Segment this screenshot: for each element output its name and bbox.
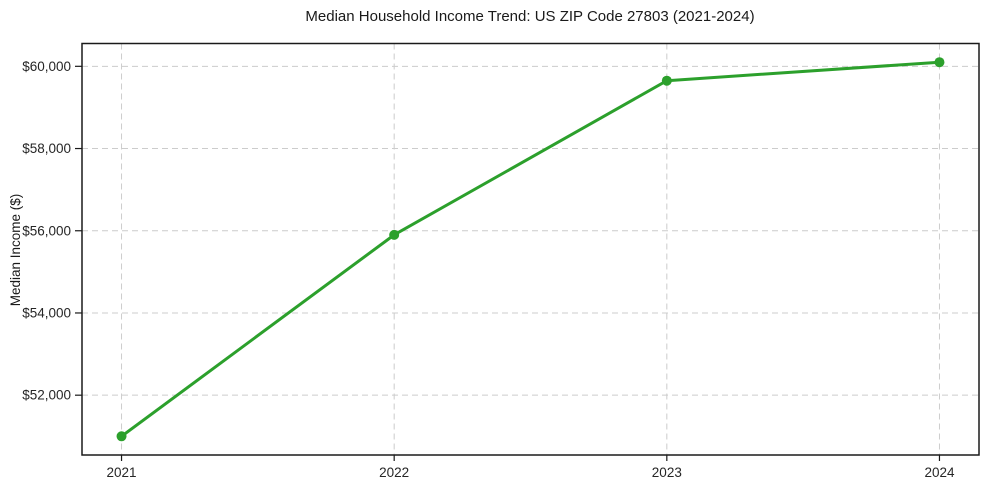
data-point-marker	[389, 229, 400, 240]
trend-line	[120, 60, 941, 438]
tick-layer: $52,000 $54,000 $56,000 $58,000 $60,000 2021 2…	[22, 59, 955, 480]
y-axis-label: Median Income ($)	[8, 194, 23, 307]
data-point-marker	[934, 57, 945, 68]
y-tick-label: $60,000	[22, 59, 71, 74]
data-point-marker	[116, 431, 127, 442]
data-point-marker	[661, 75, 672, 86]
y-tick-label: $52,000	[22, 388, 71, 403]
y-tick-label: $54,000	[22, 305, 71, 320]
grid-layer	[82, 43, 979, 455]
x-tick-label: 2022	[379, 465, 409, 480]
x-tick-label: 2024	[924, 465, 955, 480]
plot-frame	[81, 42, 980, 456]
series-layer	[116, 57, 945, 442]
y-tick-label: $58,000	[22, 141, 71, 156]
chart-title: Median Household Income Trend: US ZIP Co…	[305, 8, 754, 25]
y-tick-label: $56,000	[22, 223, 71, 238]
x-tick-label: 2021	[107, 465, 137, 480]
x-tick-label: 2023	[652, 465, 682, 480]
